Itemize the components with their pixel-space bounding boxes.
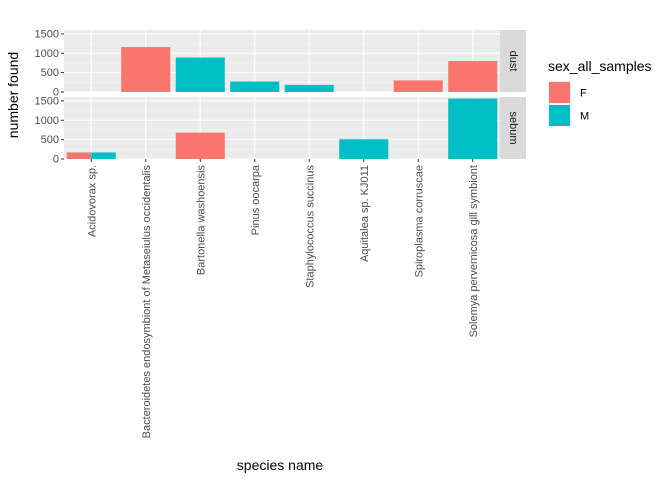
x-tick-label: Staphylococcus succinus [304,165,316,288]
x-tick-label: Acidovorax sp. [86,165,98,237]
x-tick-label: Solemya pervernicosa gill symbiont [468,165,480,337]
bar-sebum-F [66,152,92,159]
bar-dust-F [393,80,443,92]
bar-dust-M [230,81,280,92]
y-tick-label: 1500 [35,95,59,107]
legend-key-F [549,82,570,103]
bar-sebum-M [448,98,498,159]
y-axis-title: number found [5,52,21,138]
y-tick-label: 0 [53,87,59,99]
facet-strip-label: sebum [507,111,519,144]
bar-dust-M [284,84,334,92]
x-axis-title: species name [237,457,324,473]
x-tick-label: Spiroplasma corruscae [413,165,425,278]
bar-sebum-M [91,152,116,159]
facet-strip [500,97,526,159]
y-tick-label: 1000 [35,48,59,60]
y-tick-label: 500 [41,67,59,79]
bar-dust-M [175,57,225,92]
facet-strip [500,30,526,92]
bar-dust-F [448,61,498,92]
legend-label-M: M [580,111,589,123]
y-tick-label: 500 [41,134,59,146]
bar-sebum-M [339,139,389,159]
y-tick-label: 0 [53,154,59,166]
x-tick-label: Aquitalea sp. KJ011 [359,165,371,262]
facet-strip-label: dust [507,51,519,72]
legend-key-M [549,105,570,126]
panel-background-sebum [64,97,500,159]
bar-sebum-F [175,132,225,159]
x-tick-label: Pinus oocarpa [250,164,262,235]
legend-label-F: F [580,88,587,100]
x-tick-label: Bacteroidetes endosymbiont of Metaseiulu… [141,165,153,439]
legend-title: sex_all_samples [548,58,652,74]
x-tick-label: Bartonella washoensis [195,165,207,276]
y-tick-label: 1000 [35,115,59,127]
y-tick-label: 1500 [35,28,59,40]
bar-dust-F [121,47,171,92]
